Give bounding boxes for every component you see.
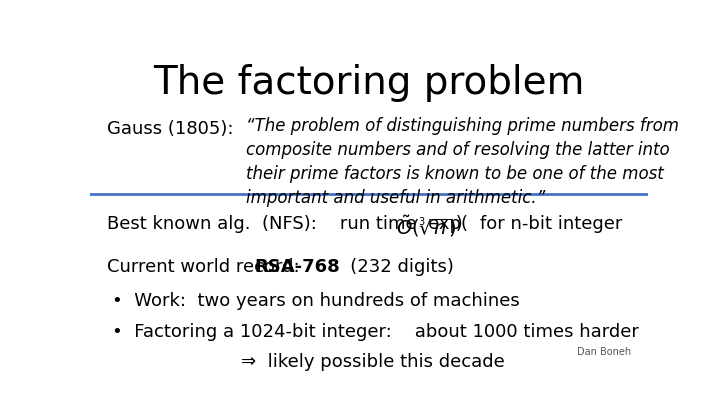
Text: composite numbers and of resolving the latter into: composite numbers and of resolving the l… xyxy=(246,141,670,159)
Text: their prime factors is known to be one of the most: their prime factors is known to be one o… xyxy=(246,165,664,183)
Text: important and useful in arithmetic.”: important and useful in arithmetic.” xyxy=(246,189,546,207)
Text: )   for n-bit integer: ) for n-bit integer xyxy=(450,215,622,233)
Text: Dan Boneh: Dan Boneh xyxy=(577,347,631,357)
Text: •  Work:  two years on hundreds of machines: • Work: two years on hundreds of machine… xyxy=(112,292,520,310)
Text: Best known alg.  (NFS):    run time  exp(: Best known alg. (NFS): run time exp( xyxy=(107,215,468,233)
Text: RSA-768: RSA-768 xyxy=(255,258,341,275)
Text: •  Factoring a 1024-bit integer:    about 1000 times harder: • Factoring a 1024-bit integer: about 10… xyxy=(112,323,639,341)
Text: “The problem of distinguishing prime numbers from: “The problem of distinguishing prime num… xyxy=(246,117,679,135)
Text: The factoring problem: The factoring problem xyxy=(153,64,585,102)
Text: Gauss (1805):: Gauss (1805): xyxy=(107,120,233,139)
Text: Current world record:: Current world record: xyxy=(107,258,317,275)
Text: (232 digits): (232 digits) xyxy=(333,258,454,275)
Text: $\tilde{O}(\sqrt[3]{n})$: $\tilde{O}(\sqrt[3]{n})$ xyxy=(396,214,456,239)
Text: ⇒  likely possible this decade: ⇒ likely possible this decade xyxy=(240,353,505,371)
